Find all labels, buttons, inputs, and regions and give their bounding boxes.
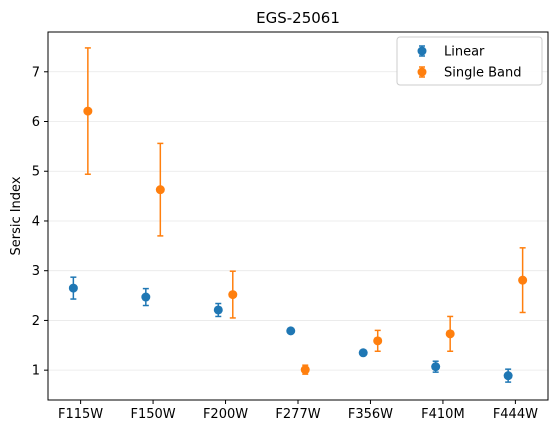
legend-label: Linear [444, 45, 485, 60]
legend-marker [417, 67, 427, 77]
data-point [228, 290, 238, 300]
y-tick-label: 2 [32, 314, 40, 329]
data-point [83, 106, 93, 116]
axis-ticks: 1 2 3 4 5 6 7 F115W F150W F200W F277W F356W F410M F44… [32, 65, 538, 422]
y-tick-label: 5 [32, 165, 40, 180]
x-tick-label: F200W [203, 407, 248, 422]
legend-label: Single Band [444, 66, 521, 81]
series-linear [68, 276, 513, 383]
data-point [373, 336, 383, 346]
legend-box [396, 36, 543, 86]
plot-area-frame [47, 31, 549, 401]
y-tick-label: 4 [32, 214, 40, 229]
x-tick-label: F150W [130, 407, 175, 422]
legend-marker [417, 46, 427, 56]
x-tick-label: F444W [493, 407, 538, 422]
chart-title: EGS-25061 [256, 9, 340, 27]
y-tick-label: 1 [32, 364, 40, 379]
data-point [286, 326, 296, 336]
x-tick-label: F115W [58, 407, 103, 422]
data-point [68, 283, 78, 293]
x-tick-label: F410M [421, 407, 465, 422]
y-tick-label: 3 [32, 264, 40, 279]
y-axis-label: Sersic Index [9, 176, 24, 255]
data-point [431, 362, 441, 372]
data-point [155, 185, 165, 195]
x-tick-label: F277W [275, 407, 320, 422]
data-point [141, 292, 151, 302]
series-single-band [83, 47, 528, 375]
data-point [503, 371, 513, 381]
data-point [358, 348, 368, 358]
legend: Linear Single Band [396, 36, 543, 86]
data-point [445, 329, 455, 339]
y-tick-label: 6 [32, 115, 40, 130]
data-point [300, 365, 310, 375]
data-point [518, 275, 528, 285]
y-tick-label: 7 [32, 65, 40, 80]
data-point [213, 305, 223, 315]
x-tick-label: F356W [348, 407, 393, 422]
data-series [68, 47, 528, 383]
